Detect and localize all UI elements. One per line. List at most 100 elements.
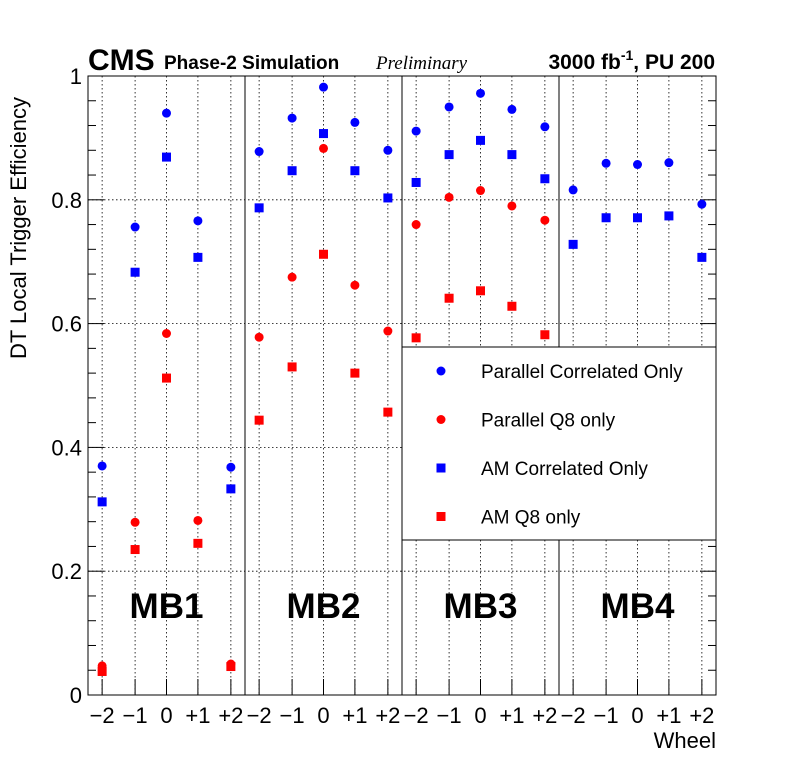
y-tick-labels: 0 0.2 0.4 0.6 0.8 1 [51, 64, 82, 708]
point-mb2-am_q8-4 [383, 407, 393, 417]
x-tick-label-3-4: +2 [689, 703, 714, 728]
point-mb4-parallel_correlated-3 [664, 158, 674, 168]
x-tick-label-0-3: +1 [185, 703, 210, 728]
point-mb3-parallel_correlated-1 [444, 102, 454, 112]
y-tick-label-1: 0.2 [51, 559, 82, 584]
point-mb1-parallel_correlated-1 [130, 222, 140, 232]
x-tick-label-0-4: +2 [218, 703, 243, 728]
station-label-mb1: MB1 [130, 587, 204, 626]
point-mb2-am_correlated-1 [287, 166, 297, 176]
point-mb4-am_correlated-0 [568, 239, 578, 249]
point-mb3-parallel_correlated-2 [476, 88, 485, 98]
y-tick-label-3: 0.6 [51, 312, 82, 337]
lumi-main: 3000 fb [548, 51, 620, 74]
legend-label-parallel_correlated: Parallel Correlated Only [481, 362, 683, 383]
point-mb1-am_correlated-3 [193, 252, 203, 262]
point-mb3-am_correlated-1 [444, 150, 454, 160]
point-mb3-parallel_q8-4 [540, 215, 550, 225]
lumi-tail: , PU 200 [633, 51, 715, 74]
x-tick-label-2-0: −2 [404, 703, 429, 728]
point-mb3-am_q8-2 [476, 286, 485, 296]
x-tick-label-1-1: −1 [280, 703, 305, 728]
point-mb1-parallel_correlated-2 [162, 108, 171, 118]
point-mb3-parallel_correlated-3 [507, 104, 517, 114]
point-mb2-am_correlated-4 [383, 193, 393, 203]
point-mb2-am_q8-2 [319, 249, 328, 259]
point-mb3-parallel_q8-3 [507, 201, 517, 211]
lumi-sup: -1 [621, 47, 634, 63]
point-mb2-parallel_q8-0 [254, 332, 264, 342]
point-mb2-parallel_correlated-1 [287, 113, 297, 123]
y-tick-label-4: 0.8 [51, 188, 82, 213]
point-mb2-parallel_correlated-2 [319, 82, 328, 92]
point-mb3-am_q8-0 [411, 333, 421, 343]
x-tick-label-2-4: +2 [532, 703, 557, 728]
x-tick-label-2-2: 0 [474, 703, 486, 728]
point-mb3-am_q8-3 [507, 301, 517, 311]
x-tick-label-0-2: 0 [160, 703, 172, 728]
point-mb2-parallel_q8-2 [319, 143, 328, 153]
legend-marker-parallel_correlated [436, 366, 446, 376]
x-tick-labels: −2 −1 0 +1 +2 −2 −1 0 +1 +2 −2 −1 0 +1 +2 −2 −1 0 +1 +2 [90, 703, 715, 728]
point-mb1-parallel_q8-2 [162, 329, 171, 339]
point-mb4-am_correlated-1 [601, 213, 611, 223]
point-mb2-parallel_correlated-3 [350, 117, 360, 127]
station-labels: MB1 MB2 MB3 MB4 [130, 587, 675, 626]
legend-marker-am_correlated [436, 463, 446, 473]
legend: Parallel Correlated Only Parallel Q8 only… [401, 346, 717, 541]
x-tick-label-1-3: +1 [342, 703, 367, 728]
x-tick-label-3-3: +1 [656, 703, 681, 728]
point-mb2-am_q8-3 [350, 368, 360, 378]
x-tick-label-3-0: −2 [561, 703, 586, 728]
point-mb1-am_correlated-2 [162, 152, 171, 162]
station-label-mb3: MB3 [444, 587, 518, 626]
point-mb3-am_q8-4 [540, 330, 550, 340]
point-mb4-am_correlated-3 [664, 211, 674, 221]
point-mb3-am_q8-1 [444, 293, 454, 303]
simulation-label: Phase-2 Simulation [164, 53, 339, 74]
point-mb1-am_q8-4 [226, 662, 236, 672]
point-mb1-am_q8-3 [193, 538, 203, 548]
legend-box [401, 346, 717, 541]
x-tick-label-1-4: +2 [375, 703, 400, 728]
point-mb1-parallel_correlated-0 [97, 461, 107, 471]
point-mb2-parallel_q8-4 [383, 326, 393, 336]
point-mb1-parallel_correlated-4 [226, 462, 236, 472]
point-mb2-parallel_q8-1 [287, 272, 297, 282]
station-label-mb4: MB4 [601, 587, 675, 626]
legend-marker-am_q8 [436, 512, 446, 521]
x-tick-label-3-2: 0 [631, 703, 643, 728]
x-tick-label-3-1: −1 [594, 703, 619, 728]
point-mb3-parallel_q8-1 [444, 192, 454, 202]
point-mb2-parallel_q8-3 [350, 280, 360, 290]
point-mb2-am_correlated-2 [319, 129, 328, 139]
point-mb1-am_correlated-4 [226, 484, 236, 494]
x-tick-label-1-0: −2 [247, 703, 272, 728]
point-mb4-parallel_correlated-4 [697, 199, 707, 209]
luminosity-label: 3000 fb-1, PU 200 [548, 47, 715, 74]
point-mb4-parallel_correlated-1 [601, 158, 611, 168]
point-mb3-parallel_correlated-0 [411, 126, 421, 136]
point-mb4-parallel_correlated-0 [568, 185, 578, 195]
x-tick-label-0-1: −1 [123, 703, 148, 728]
point-mb3-parallel_q8-0 [411, 220, 421, 230]
cms-label: CMS [88, 44, 155, 77]
point-mb2-am_q8-1 [287, 362, 297, 372]
point-mb4-am_correlated-2 [633, 213, 642, 223]
y-tick-label-5: 1 [70, 64, 82, 89]
point-mb3-am_correlated-0 [411, 177, 421, 187]
point-mb1-parallel_correlated-3 [193, 216, 203, 226]
legend-label-am_correlated: AM Correlated Only [481, 459, 648, 480]
x-axis-label: Wheel [654, 728, 716, 753]
point-mb1-am_q8-2 [162, 373, 171, 383]
y-tick-label-0: 0 [70, 683, 82, 708]
point-mb2-am_correlated-0 [254, 203, 264, 213]
legend-label-parallel_q8: Parallel Q8 only [481, 411, 616, 432]
x-tick-label-2-3: +1 [499, 703, 524, 728]
x-tick-label-2-1: −1 [437, 703, 462, 728]
point-mb2-am_correlated-3 [350, 166, 360, 176]
point-mb1-am_q8-0 [97, 666, 107, 676]
point-mb3-parallel_correlated-4 [540, 122, 550, 132]
point-mb1-parallel_q8-3 [193, 515, 203, 525]
